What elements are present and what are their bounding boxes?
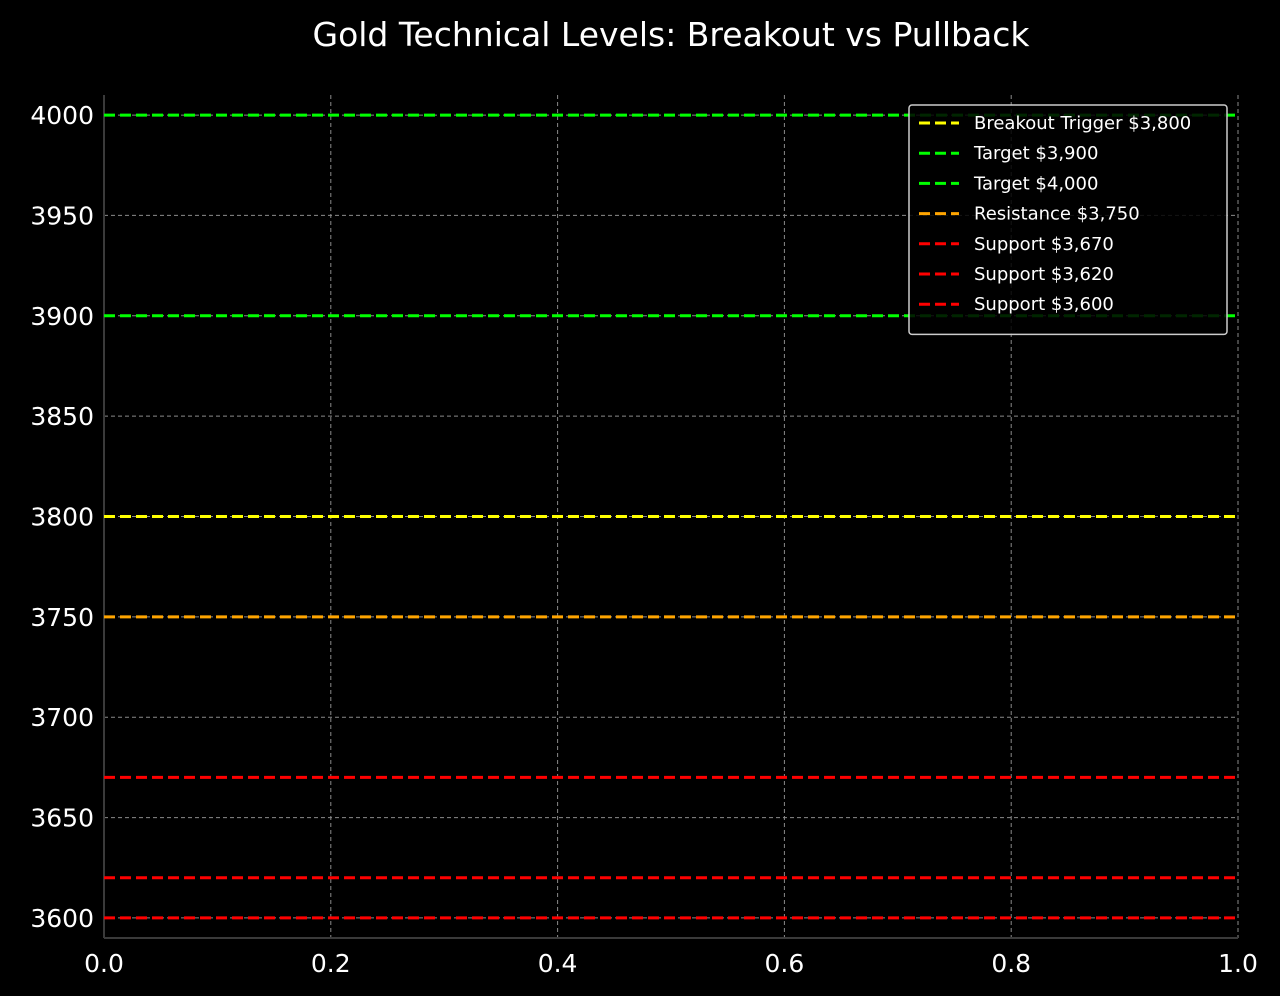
legend-label-2: Target $4,000 [973, 173, 1098, 194]
x-tick-label-4: 0.8 [991, 949, 1031, 978]
y-tick-label-2: 3700 [30, 703, 94, 732]
y-tick-label-4: 3800 [30, 503, 94, 532]
legend-label-1: Target $3,900 [973, 143, 1098, 164]
x-tick-label-2: 0.4 [538, 949, 578, 978]
legend-label-5: Support $3,620 [974, 264, 1114, 285]
legend-label-3: Resistance $3,750 [974, 204, 1140, 225]
y-tick-label-7: 3950 [30, 201, 94, 230]
x-tick-label-3: 0.6 [765, 949, 805, 978]
legend-label-6: Support $3,600 [974, 294, 1114, 315]
legend-label-4: Support $3,670 [974, 234, 1114, 255]
legend: Breakout Trigger $3,800 Target $3,900 Targ… [908, 104, 1228, 336]
x-tick-label-5: 1.0 [1218, 949, 1258, 978]
y-tick-label-1: 3650 [30, 804, 94, 833]
x-tick-label-1: 0.2 [311, 949, 351, 978]
tick-labels: 3600 3650 3700 3750 3800 3850 3900 3950 4000 0.0 0… [30, 101, 1258, 978]
chart-title: Gold Technical Levels: Breakout vs Pullb… [313, 15, 1031, 54]
y-tick-label-0: 3600 [30, 904, 94, 933]
y-tick-label-8: 4000 [30, 101, 94, 130]
y-tick-label-3: 3750 [30, 603, 94, 632]
legend-label-0: Breakout Trigger $3,800 [974, 113, 1191, 134]
y-tick-label-5: 3850 [30, 402, 94, 431]
legend-box [908, 104, 1228, 336]
y-tick-label-6: 3900 [30, 302, 94, 331]
x-tick-label-0: 0.0 [84, 949, 124, 978]
